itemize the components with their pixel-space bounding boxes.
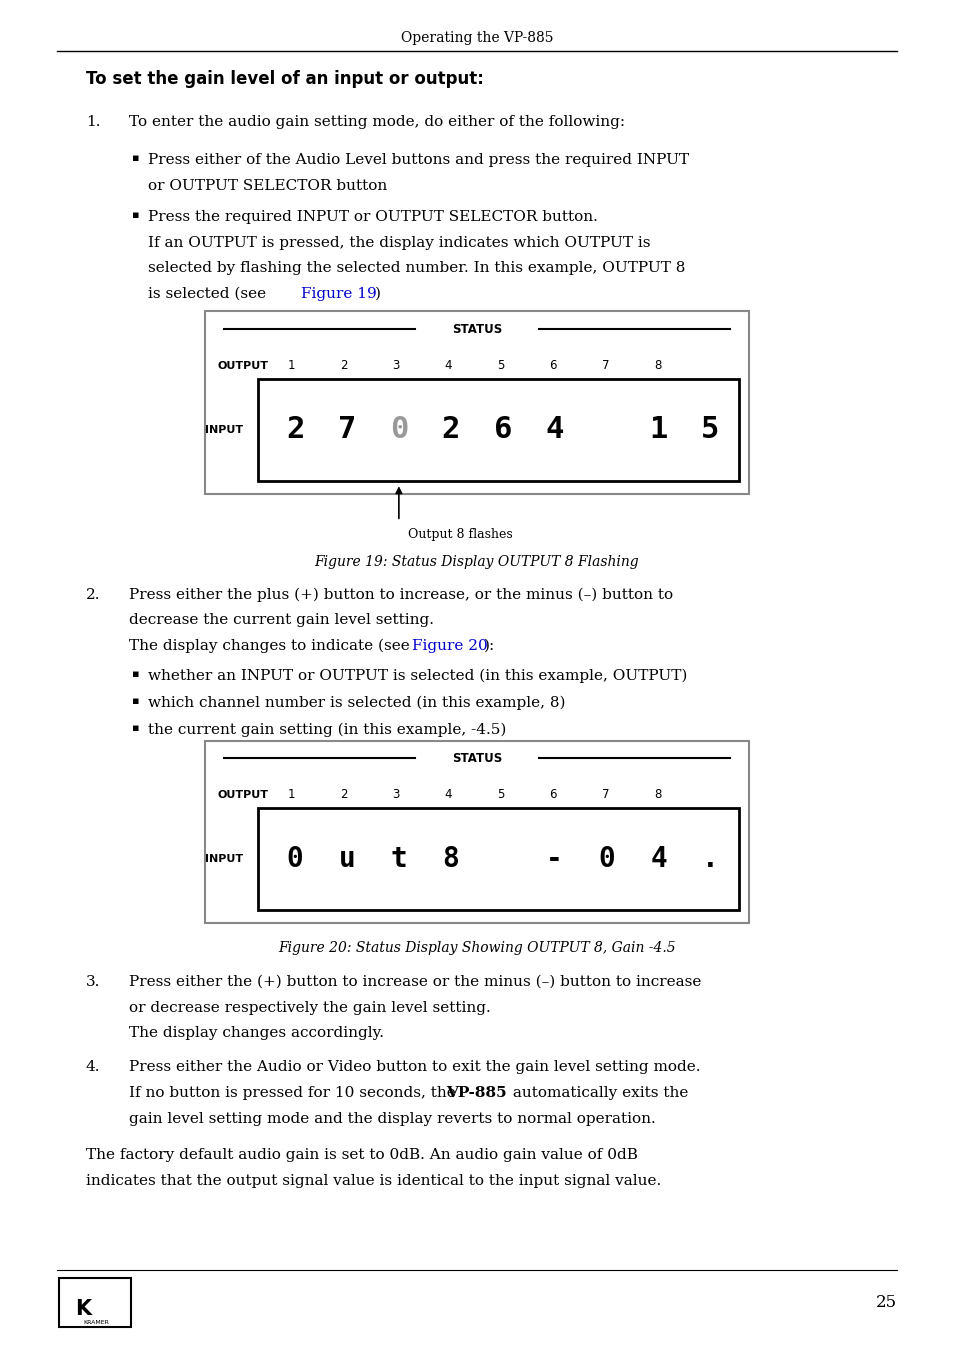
Text: t: t xyxy=(390,845,407,873)
Text: automatically exits the: automatically exits the xyxy=(508,1086,688,1099)
Text: 1: 1 xyxy=(287,359,294,372)
Text: Press either the (+) button to increase or the minus (–) button to increase: Press either the (+) button to increase … xyxy=(129,975,700,988)
Text: OUTPUT: OUTPUT xyxy=(217,789,269,800)
Text: or decrease respectively the gain level setting.: or decrease respectively the gain level … xyxy=(129,1001,490,1014)
Text: ▪: ▪ xyxy=(132,723,139,733)
Text: 1: 1 xyxy=(649,416,667,444)
Text: 3: 3 xyxy=(392,359,399,372)
Text: Operating the VP-885: Operating the VP-885 xyxy=(400,31,553,45)
Text: decrease the current gain level setting.: decrease the current gain level setting. xyxy=(129,613,434,627)
Text: 4: 4 xyxy=(545,416,563,444)
Text: INPUT: INPUT xyxy=(205,425,243,435)
Text: is selected (see: is selected (see xyxy=(148,287,271,301)
Text: STATUS: STATUS xyxy=(452,322,501,336)
Text: ▪: ▪ xyxy=(132,669,139,678)
Text: 3: 3 xyxy=(392,788,399,802)
Text: 7: 7 xyxy=(601,788,609,802)
Text: 5: 5 xyxy=(700,416,719,444)
FancyBboxPatch shape xyxy=(205,741,748,923)
Text: -: - xyxy=(546,845,562,873)
Text: 5: 5 xyxy=(497,788,504,802)
Text: If no button is pressed for 10 seconds, the: If no button is pressed for 10 seconds, … xyxy=(129,1086,460,1099)
Text: 2: 2 xyxy=(339,788,347,802)
Text: Figure 19: Figure 19 xyxy=(300,287,375,301)
Text: 8: 8 xyxy=(442,845,458,873)
Text: VP-885: VP-885 xyxy=(446,1086,507,1099)
Text: 4: 4 xyxy=(444,788,452,802)
Text: the current gain setting (in this example, -4.5): the current gain setting (in this exampl… xyxy=(148,723,506,738)
Text: Press either the plus (+) button to increase, or the minus (–) button to: Press either the plus (+) button to incr… xyxy=(129,588,672,603)
Text: or OUTPUT SELECTOR button: or OUTPUT SELECTOR button xyxy=(148,179,387,192)
Text: 4.: 4. xyxy=(86,1060,100,1074)
Text: ▪: ▪ xyxy=(132,210,139,219)
Text: The factory default audio gain is set to 0dB. An audio gain value of 0dB: The factory default audio gain is set to… xyxy=(86,1148,637,1162)
Text: gain level setting mode and the display reverts to normal operation.: gain level setting mode and the display … xyxy=(129,1112,655,1125)
Text: which channel number is selected (in this example, 8): which channel number is selected (in thi… xyxy=(148,696,565,711)
Text: 1: 1 xyxy=(287,788,294,802)
Text: Press either the Audio or Video button to exit the gain level setting mode.: Press either the Audio or Video button t… xyxy=(129,1060,700,1074)
Text: 8: 8 xyxy=(654,788,661,802)
Text: Figure 19: Status Display OUTPUT 8 Flashing: Figure 19: Status Display OUTPUT 8 Flash… xyxy=(314,555,639,569)
Text: 2.: 2. xyxy=(86,588,100,601)
Text: Press the required INPUT or OUTPUT SELECTOR button.: Press the required INPUT or OUTPUT SELEC… xyxy=(148,210,598,223)
Text: indicates that the output signal value is identical to the input signal value.: indicates that the output signal value i… xyxy=(86,1174,660,1187)
Text: ):: ): xyxy=(483,639,495,653)
Text: ▪: ▪ xyxy=(132,696,139,705)
Text: Figure 20: Figure 20 xyxy=(412,639,487,653)
Text: 3.: 3. xyxy=(86,975,100,988)
FancyBboxPatch shape xyxy=(205,311,748,494)
Text: 6: 6 xyxy=(493,416,512,444)
Text: 7: 7 xyxy=(601,359,609,372)
Text: INPUT: INPUT xyxy=(205,854,243,864)
Text: ): ) xyxy=(375,287,380,301)
Text: 8: 8 xyxy=(654,359,661,372)
Text: 0: 0 xyxy=(598,845,615,873)
Text: K: K xyxy=(75,1300,91,1319)
Text: 2: 2 xyxy=(339,359,347,372)
FancyBboxPatch shape xyxy=(59,1278,131,1327)
Text: 6: 6 xyxy=(549,788,557,802)
Text: The display changes accordingly.: The display changes accordingly. xyxy=(129,1026,383,1040)
Text: STATUS: STATUS xyxy=(452,751,501,765)
FancyBboxPatch shape xyxy=(257,379,739,481)
Text: 2: 2 xyxy=(441,416,459,444)
Text: Figure 20: Status Display Showing OUTPUT 8, Gain -4.5: Figure 20: Status Display Showing OUTPUT… xyxy=(278,941,675,955)
Text: 4: 4 xyxy=(650,845,666,873)
Text: 4: 4 xyxy=(444,359,452,372)
Text: ▪: ▪ xyxy=(132,153,139,162)
Text: To set the gain level of an input or output:: To set the gain level of an input or out… xyxy=(86,69,483,88)
Text: 6: 6 xyxy=(549,359,557,372)
Text: 7: 7 xyxy=(337,416,355,444)
Text: KRAMER: KRAMER xyxy=(83,1320,110,1326)
Text: 2: 2 xyxy=(286,416,304,444)
Text: If an OUTPUT is pressed, the display indicates which OUTPUT is: If an OUTPUT is pressed, the display ind… xyxy=(148,236,650,249)
Text: Output 8 flashes: Output 8 flashes xyxy=(408,528,513,542)
FancyBboxPatch shape xyxy=(257,808,739,910)
Text: whether an INPUT or OUTPUT is selected (in this example, OUTPUT): whether an INPUT or OUTPUT is selected (… xyxy=(148,669,686,684)
Text: 0: 0 xyxy=(389,416,408,444)
Text: u: u xyxy=(338,845,355,873)
Text: The display changes to indicate (see: The display changes to indicate (see xyxy=(129,639,414,654)
Text: 1.: 1. xyxy=(86,115,100,129)
Text: selected by flashing the selected number. In this example, OUTPUT 8: selected by flashing the selected number… xyxy=(148,261,684,275)
Text: Press either of the Audio Level buttons and press the required INPUT: Press either of the Audio Level buttons … xyxy=(148,153,688,167)
Text: 25: 25 xyxy=(875,1294,896,1311)
Text: To enter the audio gain setting mode, do either of the following:: To enter the audio gain setting mode, do… xyxy=(129,115,624,129)
Text: OUTPUT: OUTPUT xyxy=(217,360,269,371)
Text: .: . xyxy=(701,845,719,873)
Text: 5: 5 xyxy=(497,359,504,372)
Text: 0: 0 xyxy=(286,845,303,873)
